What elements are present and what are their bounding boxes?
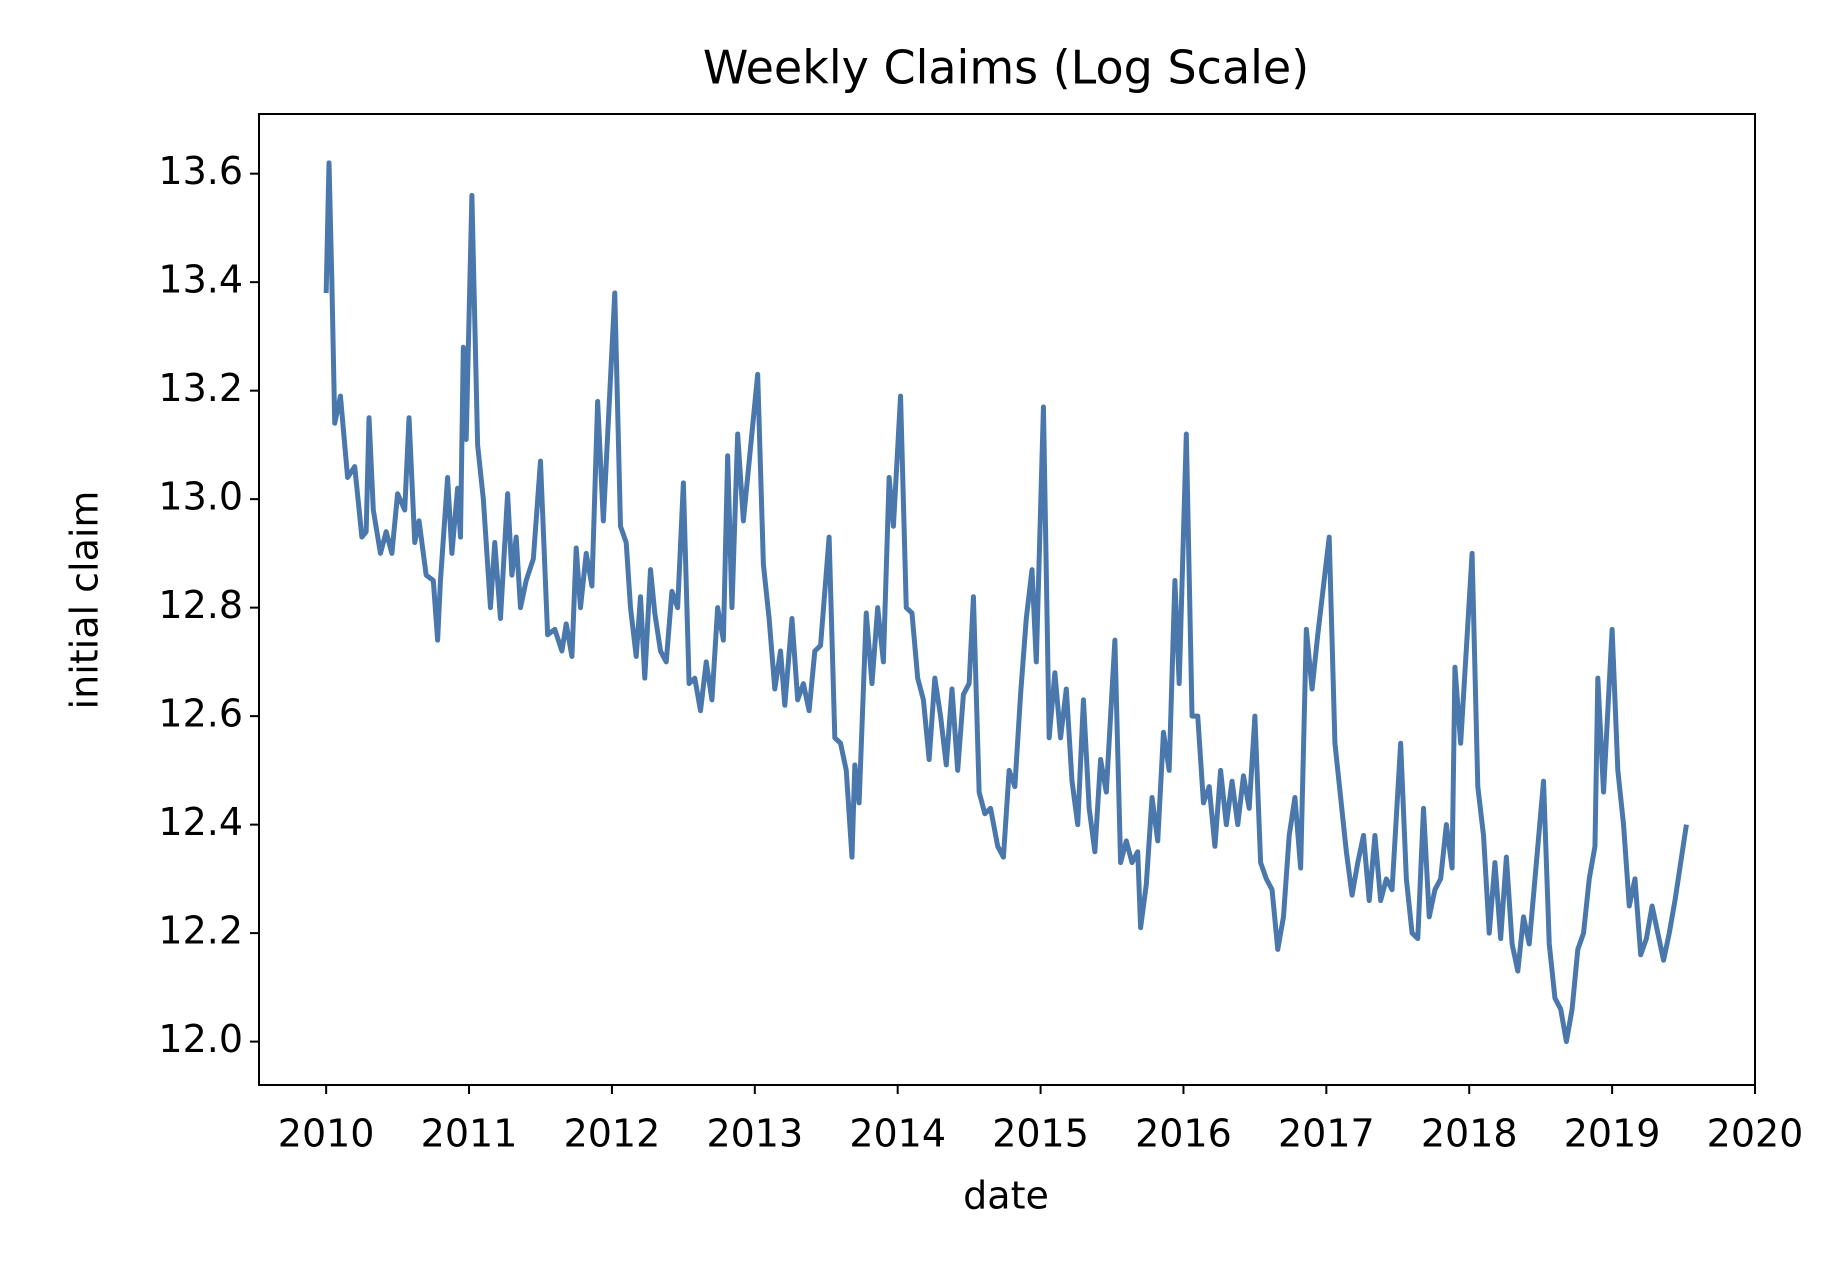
y-tick-label: 12.6: [158, 692, 243, 736]
x-tick-label: 2011: [421, 1112, 518, 1156]
y-tick-label: 13.2: [158, 366, 243, 410]
y-axis-label: initial claim: [63, 491, 107, 710]
y-tick-label: 12.4: [158, 800, 243, 844]
chart-title: Weekly Claims (Log Scale): [703, 41, 1309, 95]
y-tick-label: 13.0: [158, 475, 243, 519]
y-tick-label: 12.2: [158, 909, 243, 953]
x-tick-label: 2015: [992, 1112, 1089, 1156]
x-tick-label: 2020: [1707, 1112, 1804, 1156]
x-tick-label: 2018: [1421, 1112, 1518, 1156]
x-tick-label: 2016: [1135, 1112, 1232, 1156]
x-tick-label: 2012: [564, 1112, 661, 1156]
x-tick-label: 2017: [1278, 1112, 1375, 1156]
data-line: [323, 160, 1689, 1045]
y-tick-label: 12.8: [158, 583, 243, 627]
y-tick-label: 12.0: [158, 1017, 243, 1061]
x-tick-label: 2013: [706, 1112, 803, 1156]
x-tick-label: 2019: [1564, 1112, 1661, 1156]
y-tick-label: 13.6: [158, 149, 243, 193]
x-tick-label: 2014: [849, 1112, 946, 1156]
x-axis-label: date: [963, 1174, 1049, 1218]
y-tick-label: 13.4: [158, 258, 243, 302]
plot-frame: [258, 113, 1756, 1086]
x-tick-label: 2010: [278, 1112, 375, 1156]
